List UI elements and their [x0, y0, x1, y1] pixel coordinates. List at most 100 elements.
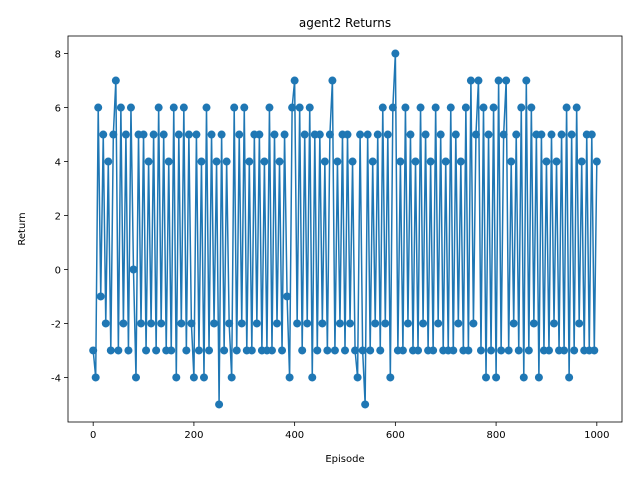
point	[205, 346, 214, 355]
point	[235, 130, 244, 139]
point	[512, 130, 521, 139]
point	[426, 157, 435, 166]
x-tick-label: 800	[487, 430, 506, 441]
point	[167, 346, 176, 355]
point	[137, 319, 146, 328]
point	[197, 157, 206, 166]
point	[544, 346, 553, 355]
point	[509, 319, 518, 328]
point	[179, 103, 188, 112]
point	[383, 130, 392, 139]
point	[519, 373, 528, 382]
y-tick-label: -2	[51, 319, 61, 330]
x-tick-label: 600	[386, 430, 405, 441]
point	[517, 103, 526, 112]
point	[489, 103, 498, 112]
point	[507, 157, 516, 166]
point	[325, 130, 334, 139]
point	[315, 130, 324, 139]
point	[590, 346, 599, 355]
point	[333, 157, 342, 166]
point	[215, 400, 224, 409]
point	[210, 319, 219, 328]
point	[474, 76, 483, 85]
point	[199, 373, 208, 382]
point	[371, 319, 380, 328]
point	[149, 130, 158, 139]
point	[318, 319, 327, 328]
point	[373, 130, 382, 139]
point	[182, 346, 191, 355]
point	[303, 319, 312, 328]
point	[330, 346, 339, 355]
point	[542, 157, 551, 166]
point	[431, 103, 440, 112]
x-tick-label: 1000	[584, 430, 609, 441]
point	[416, 103, 425, 112]
point	[378, 103, 387, 112]
point	[386, 373, 395, 382]
point	[189, 373, 198, 382]
point	[169, 103, 178, 112]
point	[572, 103, 581, 112]
point	[247, 346, 256, 355]
point	[192, 130, 201, 139]
point	[260, 157, 269, 166]
point	[434, 319, 443, 328]
point	[121, 130, 130, 139]
point	[419, 319, 428, 328]
point	[376, 346, 385, 355]
point	[99, 130, 108, 139]
point	[131, 373, 140, 382]
point	[454, 319, 463, 328]
x-tick-label: 200	[184, 430, 203, 441]
y-tick-label: 6	[55, 104, 61, 115]
point	[273, 319, 282, 328]
y-tick-label: 8	[55, 50, 61, 61]
point	[592, 157, 601, 166]
point	[300, 130, 309, 139]
point	[388, 103, 397, 112]
point	[177, 319, 186, 328]
point	[363, 130, 372, 139]
point	[116, 103, 125, 112]
point	[487, 346, 496, 355]
point	[119, 319, 128, 328]
y-tick-label: 0	[55, 265, 61, 276]
point	[456, 157, 465, 166]
x-tick-label: 400	[285, 430, 304, 441]
point	[484, 130, 493, 139]
point	[174, 130, 183, 139]
point	[482, 373, 491, 382]
plot-frame	[67, 35, 623, 423]
point	[464, 346, 473, 355]
point	[139, 130, 148, 139]
point	[346, 319, 355, 328]
point	[524, 346, 533, 355]
point	[557, 130, 566, 139]
point	[305, 103, 314, 112]
point	[89, 346, 98, 355]
point	[114, 346, 123, 355]
point	[270, 130, 279, 139]
point	[237, 319, 246, 328]
point	[547, 130, 556, 139]
point	[575, 319, 584, 328]
point	[537, 130, 546, 139]
point	[356, 130, 365, 139]
point	[358, 346, 367, 355]
point	[194, 346, 203, 355]
point	[403, 319, 412, 328]
point	[217, 130, 226, 139]
point	[283, 292, 292, 301]
point	[104, 157, 113, 166]
point	[144, 157, 153, 166]
point	[91, 373, 100, 382]
point	[552, 157, 561, 166]
point	[567, 130, 576, 139]
point	[126, 103, 135, 112]
point	[232, 346, 241, 355]
point	[366, 346, 375, 355]
point	[335, 319, 344, 328]
